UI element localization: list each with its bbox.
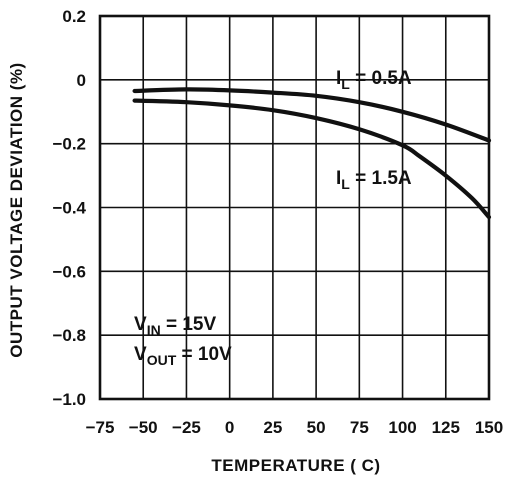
- y-tick-label: 0.2: [62, 7, 86, 26]
- condition-vin: VIN = 15V: [134, 314, 216, 338]
- series-line-0: [132, 87, 492, 143]
- x-tick-label: 100: [388, 418, 416, 437]
- condition-vout: VOUT = 10V: [134, 344, 232, 368]
- x-tick-label: 25: [263, 418, 282, 437]
- y-tick-label: −0.2: [52, 135, 86, 154]
- y-tick-label: −0.6: [52, 262, 86, 281]
- x-tick-label: 150: [475, 418, 503, 437]
- y-tick-labels: 0.2 0 −0.2 −0.4 −0.6 −0.8 −1.0: [52, 7, 86, 409]
- y-tick-label: −0.8: [52, 326, 86, 345]
- series-line-1: [132, 98, 492, 220]
- y-tick-label: −1.0: [52, 390, 86, 409]
- y-tick-label: 0: [77, 71, 86, 90]
- x-tick-label: −50: [129, 418, 158, 437]
- x-tick-label: 0: [225, 418, 234, 437]
- series-label-0p5a: IL = 0.5A: [336, 68, 412, 92]
- series-label-1p5a: IL = 1.5A: [336, 168, 412, 192]
- x-tick-label: −25: [172, 418, 201, 437]
- plot-frame: [98, 14, 491, 401]
- series-layer: [132, 87, 492, 220]
- x-tick-label: 75: [350, 418, 369, 437]
- y-tick-label: −0.4: [52, 199, 86, 218]
- x-tick-label: −75: [86, 418, 115, 437]
- grid-lines: [99, 15, 490, 400]
- x-tick-labels: −75 −50 −25 0 25 50 75 100 125 150: [86, 418, 504, 437]
- x-axis-label: TEMPERATURE ( C): [211, 456, 380, 475]
- y-axis-label: OUTPUT VOLTAGE DEVIATION (%): [7, 62, 26, 357]
- x-tick-label: 125: [432, 418, 460, 437]
- x-tick-label: 50: [307, 418, 326, 437]
